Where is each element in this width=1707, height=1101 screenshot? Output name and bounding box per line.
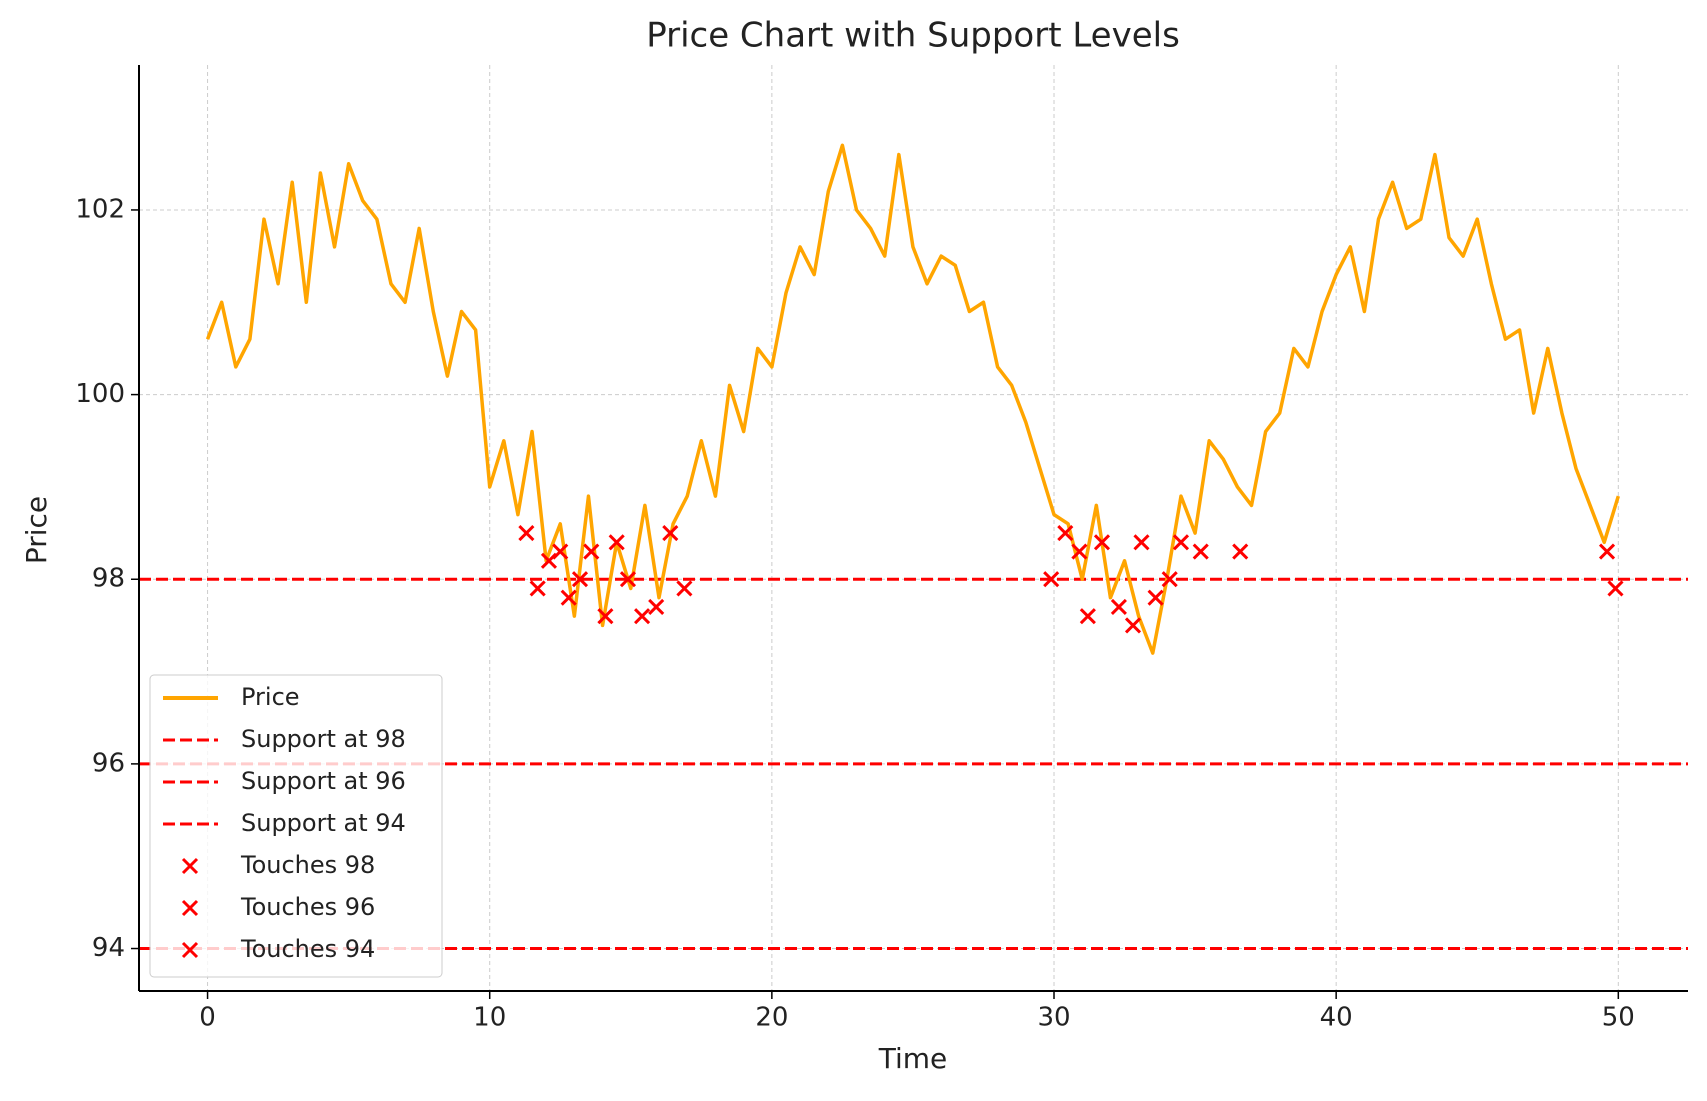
touch-marker [662,525,679,542]
touch-marker [560,589,577,606]
legend-label: Support at 96 [241,767,406,795]
y-axis-label: Price [20,496,53,564]
grid [139,65,1688,991]
price-line [205,143,1620,655]
touch-marker [1133,534,1150,551]
touch-marker [1147,589,1164,606]
y-tick-label: 98 [92,564,125,594]
touch-marker [1093,534,1111,551]
touch-marker [1172,534,1190,551]
legend-label: Touches 94 [240,935,375,963]
touch-marker [1079,608,1096,625]
touch-marker [1192,543,1209,560]
touch-marker [648,598,665,615]
x-tick-label: 20 [755,1003,788,1033]
touch-marker [634,608,651,625]
x-tick-label: 40 [1320,1003,1353,1033]
touch-marker [181,941,199,959]
touch-marker [1071,543,1088,560]
legend-label: Touches 98 [240,851,375,879]
touch-marker [597,608,614,625]
legend-box [149,674,443,978]
chart-title: Price Chart with Support Levels [646,16,1180,56]
touch-marker [552,543,569,560]
x-tick-label: 10 [473,1003,506,1033]
touch-marker [1161,571,1178,588]
touch-marker [529,580,546,597]
touch-marker [181,899,199,917]
touch-marker [1124,617,1142,634]
touch-marker [619,571,637,588]
y-tick-label: 102 [75,194,125,224]
legend-label: Price [241,683,300,711]
y-tick-label: 94 [92,933,125,963]
legend-label: Support at 94 [241,809,406,837]
x-tick-label: 50 [1602,1003,1635,1033]
touch-marker [518,525,535,542]
legend-label: Support at 98 [241,725,406,753]
touch-marker [1232,543,1249,560]
touch-marker [181,857,199,875]
touch-marker [676,580,693,597]
legend: Price Support at 98 Support at 96 Support a… [149,674,443,978]
legend-label: Touches 96 [240,893,375,921]
touch-marker [1110,598,1127,615]
touch-marker [1607,580,1624,597]
touch-marker [1043,571,1060,588]
touch-marker [583,543,600,560]
touch-marker [1057,525,1074,542]
x-tick-label: 30 [1037,1003,1070,1033]
touch-marker [571,571,589,588]
touch-marker [608,534,625,551]
y-tick-label: 96 [92,748,125,778]
y-tick-label: 100 [75,379,125,409]
touch-marker [1598,543,1616,560]
x-axis-label: Time [878,1042,948,1075]
x-tick-label: 0 [199,1003,216,1033]
